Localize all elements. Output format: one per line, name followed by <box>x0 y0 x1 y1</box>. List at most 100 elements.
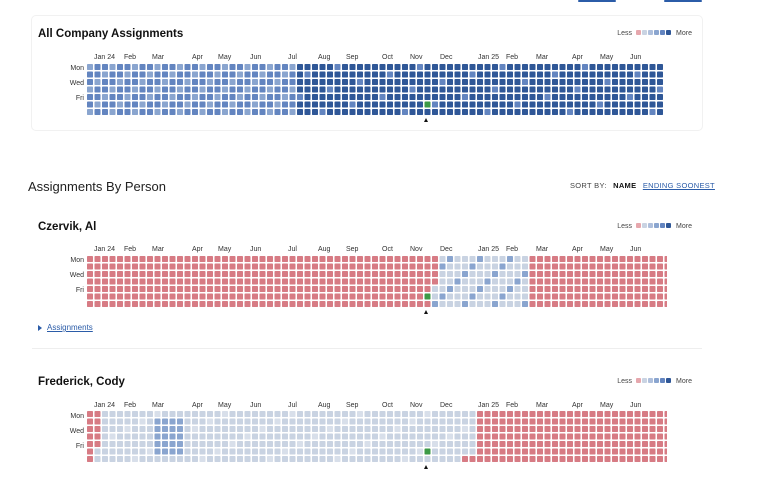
day-cell[interactable] <box>379 411 386 417</box>
day-cell[interactable] <box>634 271 641 277</box>
day-cell[interactable] <box>117 448 123 455</box>
day-cell[interactable] <box>87 456 93 462</box>
day-cell[interactable] <box>402 256 408 262</box>
day-cell[interactable] <box>222 301 228 307</box>
day-cell[interactable] <box>567 426 573 432</box>
day-cell[interactable] <box>649 411 656 417</box>
day-cell[interactable] <box>364 263 371 270</box>
day-cell[interactable] <box>357 301 363 307</box>
day-cell[interactable] <box>139 286 146 292</box>
day-cell[interactable] <box>634 278 641 285</box>
day-cell[interactable] <box>304 418 311 425</box>
day-cell[interactable] <box>447 448 453 455</box>
day-cell[interactable] <box>319 109 326 115</box>
day-cell[interactable] <box>207 79 213 85</box>
day-cell[interactable] <box>87 94 93 100</box>
day-cell[interactable] <box>282 64 288 70</box>
day-cell[interactable] <box>649 79 656 85</box>
day-cell[interactable] <box>237 278 243 285</box>
day-cell[interactable] <box>627 293 633 300</box>
day-cell[interactable] <box>484 94 491 100</box>
day-cell[interactable] <box>304 71 311 78</box>
day-cell[interactable] <box>139 448 146 455</box>
day-cell[interactable] <box>507 441 513 447</box>
day-cell[interactable] <box>627 286 633 292</box>
day-cell[interactable] <box>507 94 513 100</box>
day-cell[interactable] <box>537 286 543 292</box>
day-cell[interactable] <box>657 64 663 70</box>
day-cell[interactable] <box>252 411 258 417</box>
day-cell[interactable] <box>267 448 273 455</box>
day-cell[interactable] <box>267 426 273 432</box>
day-cell[interactable] <box>634 426 641 432</box>
day-cell[interactable] <box>424 411 431 417</box>
day-cell[interactable] <box>589 426 596 432</box>
day-cell[interactable] <box>499 278 506 285</box>
day-cell[interactable] <box>274 94 281 100</box>
day-cell[interactable] <box>222 263 228 270</box>
day-cell[interactable] <box>537 411 543 417</box>
day-cell[interactable] <box>522 79 528 85</box>
day-cell[interactable] <box>522 278 528 285</box>
day-cell[interactable] <box>169 448 176 455</box>
day-cell[interactable] <box>432 86 438 93</box>
day-cell[interactable] <box>424 441 431 447</box>
day-cell[interactable] <box>477 286 483 292</box>
day-cell[interactable] <box>162 456 168 462</box>
day-cell[interactable] <box>619 426 626 432</box>
day-cell[interactable] <box>304 293 311 300</box>
day-cell[interactable] <box>364 433 371 440</box>
day-cell[interactable] <box>664 301 668 307</box>
day-cell[interactable] <box>454 79 461 85</box>
day-cell[interactable] <box>334 71 341 78</box>
day-cell[interactable] <box>87 271 93 277</box>
day-cell[interactable] <box>184 64 191 70</box>
day-cell[interactable] <box>447 433 453 440</box>
day-cell[interactable] <box>199 94 206 100</box>
day-cell[interactable] <box>244 441 251 447</box>
day-cell[interactable] <box>529 94 536 100</box>
day-cell[interactable] <box>327 293 333 300</box>
day-cell[interactable] <box>184 263 191 270</box>
day-cell[interactable] <box>409 271 416 277</box>
day-cell[interactable] <box>514 256 521 262</box>
day-cell[interactable] <box>409 411 416 417</box>
day-cell[interactable] <box>522 418 528 425</box>
day-cell[interactable] <box>274 301 281 307</box>
day-cell[interactable] <box>589 456 596 462</box>
day-cell[interactable] <box>229 426 236 432</box>
day-cell[interactable] <box>87 86 93 93</box>
day-cell[interactable] <box>109 94 116 100</box>
day-cell[interactable] <box>424 271 431 277</box>
day-cell[interactable] <box>267 256 273 262</box>
day-cell[interactable] <box>244 433 251 440</box>
day-cell[interactable] <box>657 448 663 455</box>
day-cell[interactable] <box>252 448 258 455</box>
day-cell[interactable] <box>274 441 281 447</box>
day-cell[interactable] <box>252 109 258 115</box>
day-cell[interactable] <box>402 71 408 78</box>
day-cell[interactable] <box>394 426 401 432</box>
day-cell[interactable] <box>619 263 626 270</box>
day-cell[interactable] <box>199 441 206 447</box>
day-cell[interactable] <box>544 286 551 292</box>
day-cell[interactable] <box>184 448 191 455</box>
day-cell[interactable] <box>244 109 251 115</box>
day-cell[interactable] <box>544 411 551 417</box>
day-cell[interactable] <box>612 278 618 285</box>
day-cell[interactable] <box>274 426 281 432</box>
day-cell[interactable] <box>447 418 453 425</box>
day-cell[interactable] <box>402 278 408 285</box>
day-cell[interactable] <box>394 441 401 447</box>
day-cell[interactable] <box>87 426 93 432</box>
day-cell[interactable] <box>162 411 168 417</box>
day-cell[interactable] <box>184 109 191 115</box>
day-cell[interactable] <box>574 448 581 455</box>
day-cell[interactable] <box>282 301 288 307</box>
day-cell[interactable] <box>244 71 251 78</box>
day-cell[interactable] <box>109 411 116 417</box>
day-cell[interactable] <box>259 426 266 432</box>
day-cell[interactable] <box>237 64 243 70</box>
day-cell[interactable] <box>259 86 266 93</box>
day-cell[interactable] <box>394 94 401 100</box>
